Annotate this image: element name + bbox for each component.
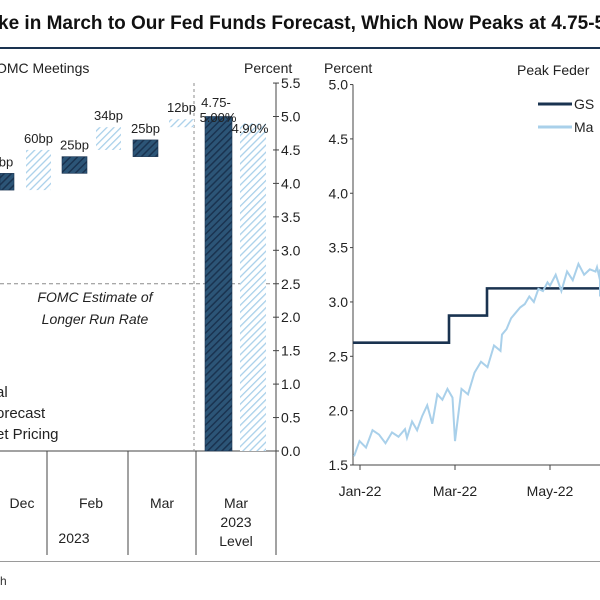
right-y-tick-label: 4.5 (329, 131, 349, 147)
gs-increment-bar (132, 139, 159, 157)
gs-increment-bar (61, 156, 88, 174)
right-y-tick-label: 3.0 (329, 294, 349, 310)
right-y-tick-label: 2.5 (329, 348, 349, 364)
market-increment-bar (96, 127, 121, 150)
x-level-label: Mar (224, 495, 248, 511)
increment-label: 34bp (94, 108, 123, 123)
gs-increment-bar (0, 173, 15, 191)
longer-run-label: FOMC Estimate of (37, 289, 154, 305)
legend-market-label: Ma (574, 119, 594, 135)
right-y-tick-label: 1.5 (329, 457, 349, 473)
left-y-tick-label: 1.0 (281, 376, 301, 392)
legend-gs-label: GS (574, 96, 594, 112)
right-x-tick-label: May-22 (527, 483, 574, 499)
right-x-tick-label: Mar-22 (433, 483, 478, 499)
gs-level-bar (204, 116, 233, 452)
left-y-tick-label: 0.5 (281, 410, 301, 426)
x-level-label: Level (219, 533, 252, 549)
left-y-tick-label: 4.0 (281, 175, 301, 191)
increment-label: 25bp (60, 138, 89, 153)
left-y-tick-label: 3.0 (281, 242, 301, 258)
x-category-label: Feb (79, 495, 103, 511)
left-y-tick-label: 2.0 (281, 309, 301, 325)
left-y-tick-label: 0.0 (281, 443, 301, 459)
title-rule (0, 47, 600, 49)
market-increment-bar (169, 119, 194, 128)
market-level-label: 4.90% (232, 121, 269, 136)
right-y-tick-label: 5.0 (329, 77, 349, 93)
chart-title: ke in March to Our Fed Funds Forecast, W… (0, 13, 600, 34)
right-chart-title: Peak Feder (517, 62, 590, 78)
right-x-tick-label: Jan-22 (339, 483, 382, 499)
gs-series-line (353, 287, 600, 345)
left-legend-entry: et Pricing (0, 426, 59, 443)
right-y-tick-label: 4.0 (329, 185, 349, 201)
left-legend-entry: al (0, 384, 8, 401)
x-category-label: Mar (150, 495, 174, 511)
left-subtitle: OMC Meetings (0, 60, 89, 76)
left-y-tick-label: 5.0 (281, 109, 301, 125)
left-y-tick-label: 2.5 (281, 276, 301, 292)
gs-level-label: 4.75- (201, 95, 231, 110)
longer-run-label: Longer Run Rate (42, 311, 149, 327)
gs-level-label: 5.00% (200, 110, 237, 125)
x-category-label: Dec (10, 495, 35, 511)
increment-label: 12bp (167, 100, 196, 115)
right-y-axis-label: Percent (324, 60, 372, 76)
left-y-tick-label: 3.5 (281, 209, 301, 225)
increment-label: 25bp (131, 121, 160, 136)
market-increment-bar (26, 149, 51, 191)
x-level-label: 2023 (220, 514, 251, 530)
bottom-rule (0, 561, 600, 562)
market-series-line (353, 261, 600, 457)
increment-label: bp (0, 154, 13, 169)
left-legend-entry: orecast (0, 405, 46, 422)
market-level-bar (240, 123, 266, 451)
left-y-tick-label: 5.5 (281, 75, 301, 91)
left-y-tick-label: 1.5 (281, 343, 301, 359)
left-y-axis-label: Percent (244, 60, 292, 76)
right-y-tick-label: 2.0 (329, 403, 349, 419)
source-note: h (0, 574, 7, 588)
left-y-tick-label: 4.5 (281, 142, 301, 158)
x-year-label: 2023 (58, 530, 89, 546)
right-y-tick-label: 3.5 (329, 240, 349, 256)
increment-label: 60bp (24, 131, 53, 146)
